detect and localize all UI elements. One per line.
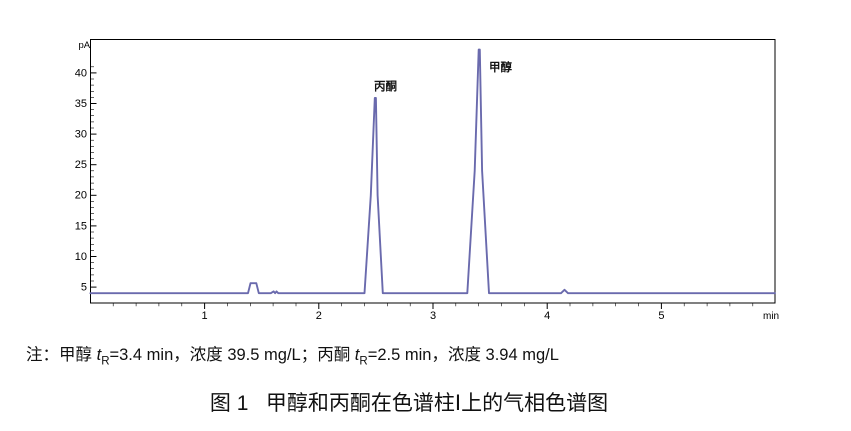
- svg-text:35: 35: [75, 98, 87, 110]
- svg-text:40: 40: [75, 67, 87, 79]
- svg-text:4: 4: [544, 310, 550, 322]
- svg-text:30: 30: [75, 129, 87, 141]
- svg-text:min: min: [763, 311, 779, 322]
- svg-text:1: 1: [202, 310, 208, 322]
- svg-text:20: 20: [75, 190, 87, 202]
- svg-text:2: 2: [316, 310, 322, 322]
- svg-text:25: 25: [75, 159, 87, 171]
- svg-text:15: 15: [75, 220, 87, 232]
- svg-text:甲醇: 甲醇: [489, 60, 512, 74]
- svg-text:3: 3: [430, 310, 436, 322]
- svg-text:5: 5: [81, 282, 87, 294]
- svg-text:10: 10: [75, 251, 87, 263]
- svg-text:丙酮: 丙酮: [374, 79, 397, 93]
- svg-text:5: 5: [658, 310, 664, 322]
- svg-text:pA: pA: [79, 40, 91, 51]
